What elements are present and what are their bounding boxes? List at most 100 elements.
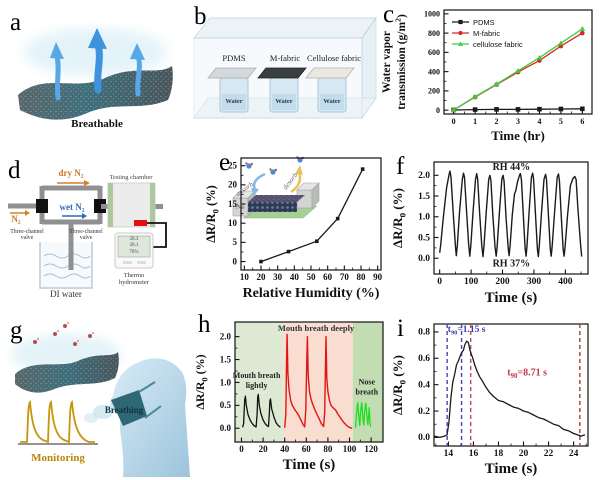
svg-text:90: 90 <box>373 272 383 282</box>
thermo-hydrometer-label: Thermo hydrometer <box>119 272 149 287</box>
svg-text:300: 300 <box>527 277 542 287</box>
cellulose-plate-label: Cellulose fabric <box>306 53 362 63</box>
face-mask <box>111 390 147 426</box>
svg-text:1.5: 1.5 <box>220 354 232 364</box>
monitoring-waveform <box>18 399 98 445</box>
svg-text:50: 50 <box>307 272 317 282</box>
svg-text:5: 5 <box>233 237 238 247</box>
svg-text:10: 10 <box>228 218 238 228</box>
svg-text:RH 37%: RH 37% <box>493 259 531 270</box>
panel-g: g Monitoring Breathing <box>0 312 195 480</box>
svg-text:M-fabric: M-fabric <box>473 29 500 38</box>
lcd-row-temp1: 28.3 <box>129 237 139 242</box>
svg-text:2: 2 <box>495 117 499 126</box>
svg-text:lightly: lightly <box>246 381 268 390</box>
svg-text:0: 0 <box>452 117 456 126</box>
breathable-fabric-illustration <box>18 28 173 120</box>
svg-text:400: 400 <box>428 67 440 76</box>
mfabric-plate-label: M-fabric <box>269 53 301 63</box>
panel-b: b PDMS M-fabric Cellulose fabric Water W… <box>190 0 378 150</box>
svg-text:6: 6 <box>580 117 584 126</box>
svg-text:100: 100 <box>343 444 357 454</box>
svg-text:Time (s): Time (s) <box>485 290 538 306</box>
svg-text:2.0: 2.0 <box>418 171 430 181</box>
svg-text:3: 3 <box>516 117 520 126</box>
breathing-label: Breathing <box>104 405 144 415</box>
di-water-label: DI water <box>50 289 82 299</box>
svg-text:2.0: 2.0 <box>220 331 232 341</box>
svg-text:Time (hr): Time (hr) <box>491 128 545 143</box>
svg-text:14: 14 <box>444 449 454 459</box>
svg-text:1: 1 <box>473 117 477 126</box>
beaker-mfabric <box>257 67 307 113</box>
panel-c-label: c <box>383 1 395 28</box>
svg-text:100: 100 <box>464 277 479 287</box>
beaker-pdms <box>207 67 257 113</box>
svg-text:ΔR/R0 (%): ΔR/R0 (%) <box>195 354 209 409</box>
svg-text:16: 16 <box>469 449 479 459</box>
breath-pattern-chart: 0 20 40 60 80 100 120 0.0 0.5 1.0 1.5 2.0 Mouth brea… <box>195 321 384 473</box>
svg-text:15: 15 <box>228 199 238 209</box>
water-vapor-test-photo <box>192 16 377 120</box>
molecule-dots <box>33 322 94 346</box>
response-time-chart: 14 16 18 20 22 24 0.0 0.2 0.4 0.6 0.8 t90=1.15 s t90… <box>390 323 589 477</box>
desorb-arrow-icon <box>290 165 303 194</box>
wet-n2-arrow-icon <box>62 213 87 219</box>
panel-b-label: b <box>194 3 207 30</box>
thermo-hydrometer-device <box>114 232 154 269</box>
n2-inlet-arrow-icon <box>10 210 30 216</box>
svg-text:400: 400 <box>558 277 573 287</box>
svg-text:40: 40 <box>290 272 300 282</box>
svg-text:4: 4 <box>537 117 541 126</box>
svg-text:transmission (g/m2): transmission (g/m2) <box>393 14 408 110</box>
lcd-readout: 28.3 28.1 70% <box>119 237 149 256</box>
ag-electrode-right <box>296 182 320 209</box>
svg-text:0: 0 <box>239 444 244 454</box>
panel-d-label: d <box>8 157 21 184</box>
svg-text:120: 120 <box>364 444 378 454</box>
svg-text:24: 24 <box>569 449 579 459</box>
panel-e: 10 20 30 40 50 60 70 80 90 0 5 10 15 20 25 Relative Hum… <box>205 150 390 312</box>
rh-cycling-chart: 0 100 200 300 400 0.0 0.5 1.0 1.5 2.0 RH 44% RH 37%… <box>390 161 589 306</box>
svg-text:cellulose fabric: cellulose fabric <box>473 40 523 49</box>
svg-text:0: 0 <box>436 106 440 115</box>
svg-text:40: 40 <box>280 444 290 454</box>
humidity-response-chart: 10 20 30 40 50 60 70 80 90 0 5 10 15 20 25 Relative Hum… <box>205 156 383 301</box>
testing-setup-diagram <box>8 180 167 289</box>
panel-f-label: f <box>396 153 405 180</box>
panel-d: d dry N₂ wet N₂ N₂ Three-channel valve T… <box>0 150 205 312</box>
svg-text:0.6: 0.6 <box>418 354 430 364</box>
svg-text:0.0: 0.0 <box>418 254 430 264</box>
dry-n2-arrow-icon <box>57 180 90 186</box>
svg-text:200: 200 <box>495 277 510 287</box>
svg-text:0.0: 0.0 <box>220 423 232 433</box>
svg-text:5: 5 <box>559 117 563 126</box>
svg-text:Mouth breath deeply: Mouth breath deeply <box>278 323 355 333</box>
breath-puff <box>93 405 113 419</box>
svg-text:80: 80 <box>357 272 367 282</box>
mxene-film <box>248 195 305 212</box>
svg-text:30: 30 <box>273 272 283 282</box>
svg-text:RH 44%: RH 44% <box>493 162 531 173</box>
svg-text:0.2: 0.2 <box>418 407 430 417</box>
n2-inlet-label: N₂ <box>11 214 21 224</box>
svg-text:0.5: 0.5 <box>418 233 430 243</box>
fabric-band <box>18 66 173 120</box>
svg-text:breath: breath <box>356 388 379 397</box>
water-label-2: Water <box>275 98 293 105</box>
panel-i: 14 16 18 20 22 24 0.0 0.2 0.4 0.6 0.8 t90=1.15 s t90… <box>390 312 600 480</box>
svg-text:0: 0 <box>233 256 238 266</box>
svg-text:Time (s): Time (s) <box>283 457 336 473</box>
svg-text:t90=1.15 s: t90=1.15 s <box>448 325 486 337</box>
testing-chamber-label: Testing chamber <box>109 174 153 181</box>
dry-n2-label: dry N₂ <box>58 168 84 178</box>
svg-text:80: 80 <box>323 444 333 454</box>
testing-chamber-box <box>101 182 163 228</box>
svg-text:20: 20 <box>259 444 269 454</box>
panel-h: 0 20 40 60 80 100 120 0.0 0.5 1.0 1.5 2.0 Mouth brea… <box>195 312 390 480</box>
svg-text:PDMS: PDMS <box>473 18 495 27</box>
water-vapor-transmission-chart: 0 1 2 3 4 5 6 0 200 400 600 800 1000 PDMS M-fabric cell… <box>381 9 593 143</box>
svg-text:1000: 1000 <box>424 10 440 19</box>
svg-text:22: 22 <box>544 449 554 459</box>
